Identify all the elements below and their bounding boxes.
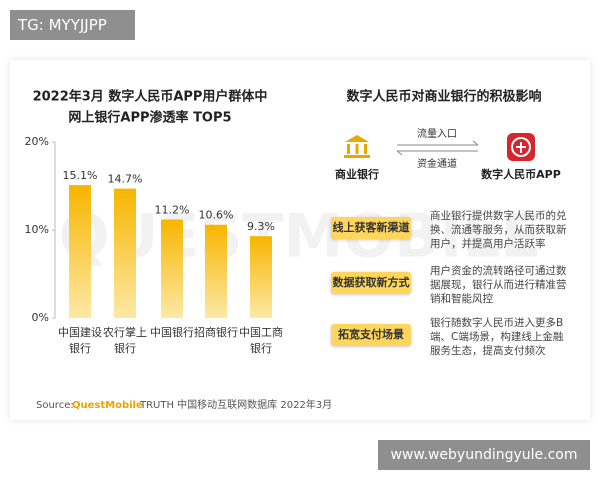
node-label: 商业银行	[335, 168, 379, 181]
source-prefix: Source:	[36, 400, 74, 411]
bank-icon	[344, 135, 370, 158]
arrow-label: 资金通道	[417, 157, 457, 170]
diagram-title: 数字人民币对商业银行的积极影响	[346, 89, 541, 105]
row-label: 数据获取新方式	[331, 272, 411, 294]
bar	[69, 185, 91, 318]
node-label: 数字人民币APP	[481, 168, 561, 181]
x-tick-label: 招商银行	[194, 326, 238, 339]
bar	[250, 236, 272, 318]
y-tick-label: 0%	[32, 311, 49, 324]
x-tick-label: 中国银行	[150, 326, 194, 339]
arrow-label: 流量入口	[417, 127, 457, 140]
row-label: 拓宽支付场景	[331, 324, 411, 346]
source-text: TRUTH 中国移动互联网数据库 2022年3月	[139, 398, 332, 411]
site-watermark: www.webyundingyule.com	[378, 440, 590, 470]
value-label: 11.2%	[155, 203, 190, 216]
x-tick-label: 中国工商银行	[239, 326, 283, 355]
tag: TG: MYYJJPP	[10, 10, 135, 40]
x-tick-label: 中国建设银行	[58, 326, 102, 355]
chart-subtitle: 网上银行APP渗透率 TOP5	[68, 110, 231, 126]
row-label: 线上获客新渠道	[331, 217, 411, 239]
chart-title: 2022年3月 数字人民币APP用户群体中	[33, 89, 268, 105]
card	[10, 60, 590, 420]
row-text: 用户资金的流转路径可通过数据展现，银行从而进行精准营销和智能风控	[430, 265, 567, 305]
y-tick-label: 10%	[25, 223, 49, 236]
value-label: 15.1%	[63, 169, 98, 182]
bar	[161, 219, 183, 318]
value-label: 14.7%	[108, 173, 143, 186]
value-label: 10.6%	[199, 209, 234, 222]
arrows	[396, 140, 479, 156]
row-text: 商业银行提供数字人民币的兑换、流通等服务，从而获取新用户，并提高用户活跃率	[430, 210, 567, 250]
app-icon	[507, 133, 535, 161]
value-label: 9.3%	[247, 220, 275, 233]
bar	[114, 188, 136, 318]
row-text: 银行随数字人民币进入更多B端、C端场景，构建线上金融服务生态，提高支付频次	[430, 317, 564, 357]
bar	[205, 224, 227, 318]
y-tick-label: 20%	[25, 135, 49, 148]
x-tick-label: 农行掌上银行	[103, 326, 147, 355]
source-brand: QuestMobile	[72, 400, 143, 411]
watermark: QUESTMOBILE	[59, 202, 542, 272]
